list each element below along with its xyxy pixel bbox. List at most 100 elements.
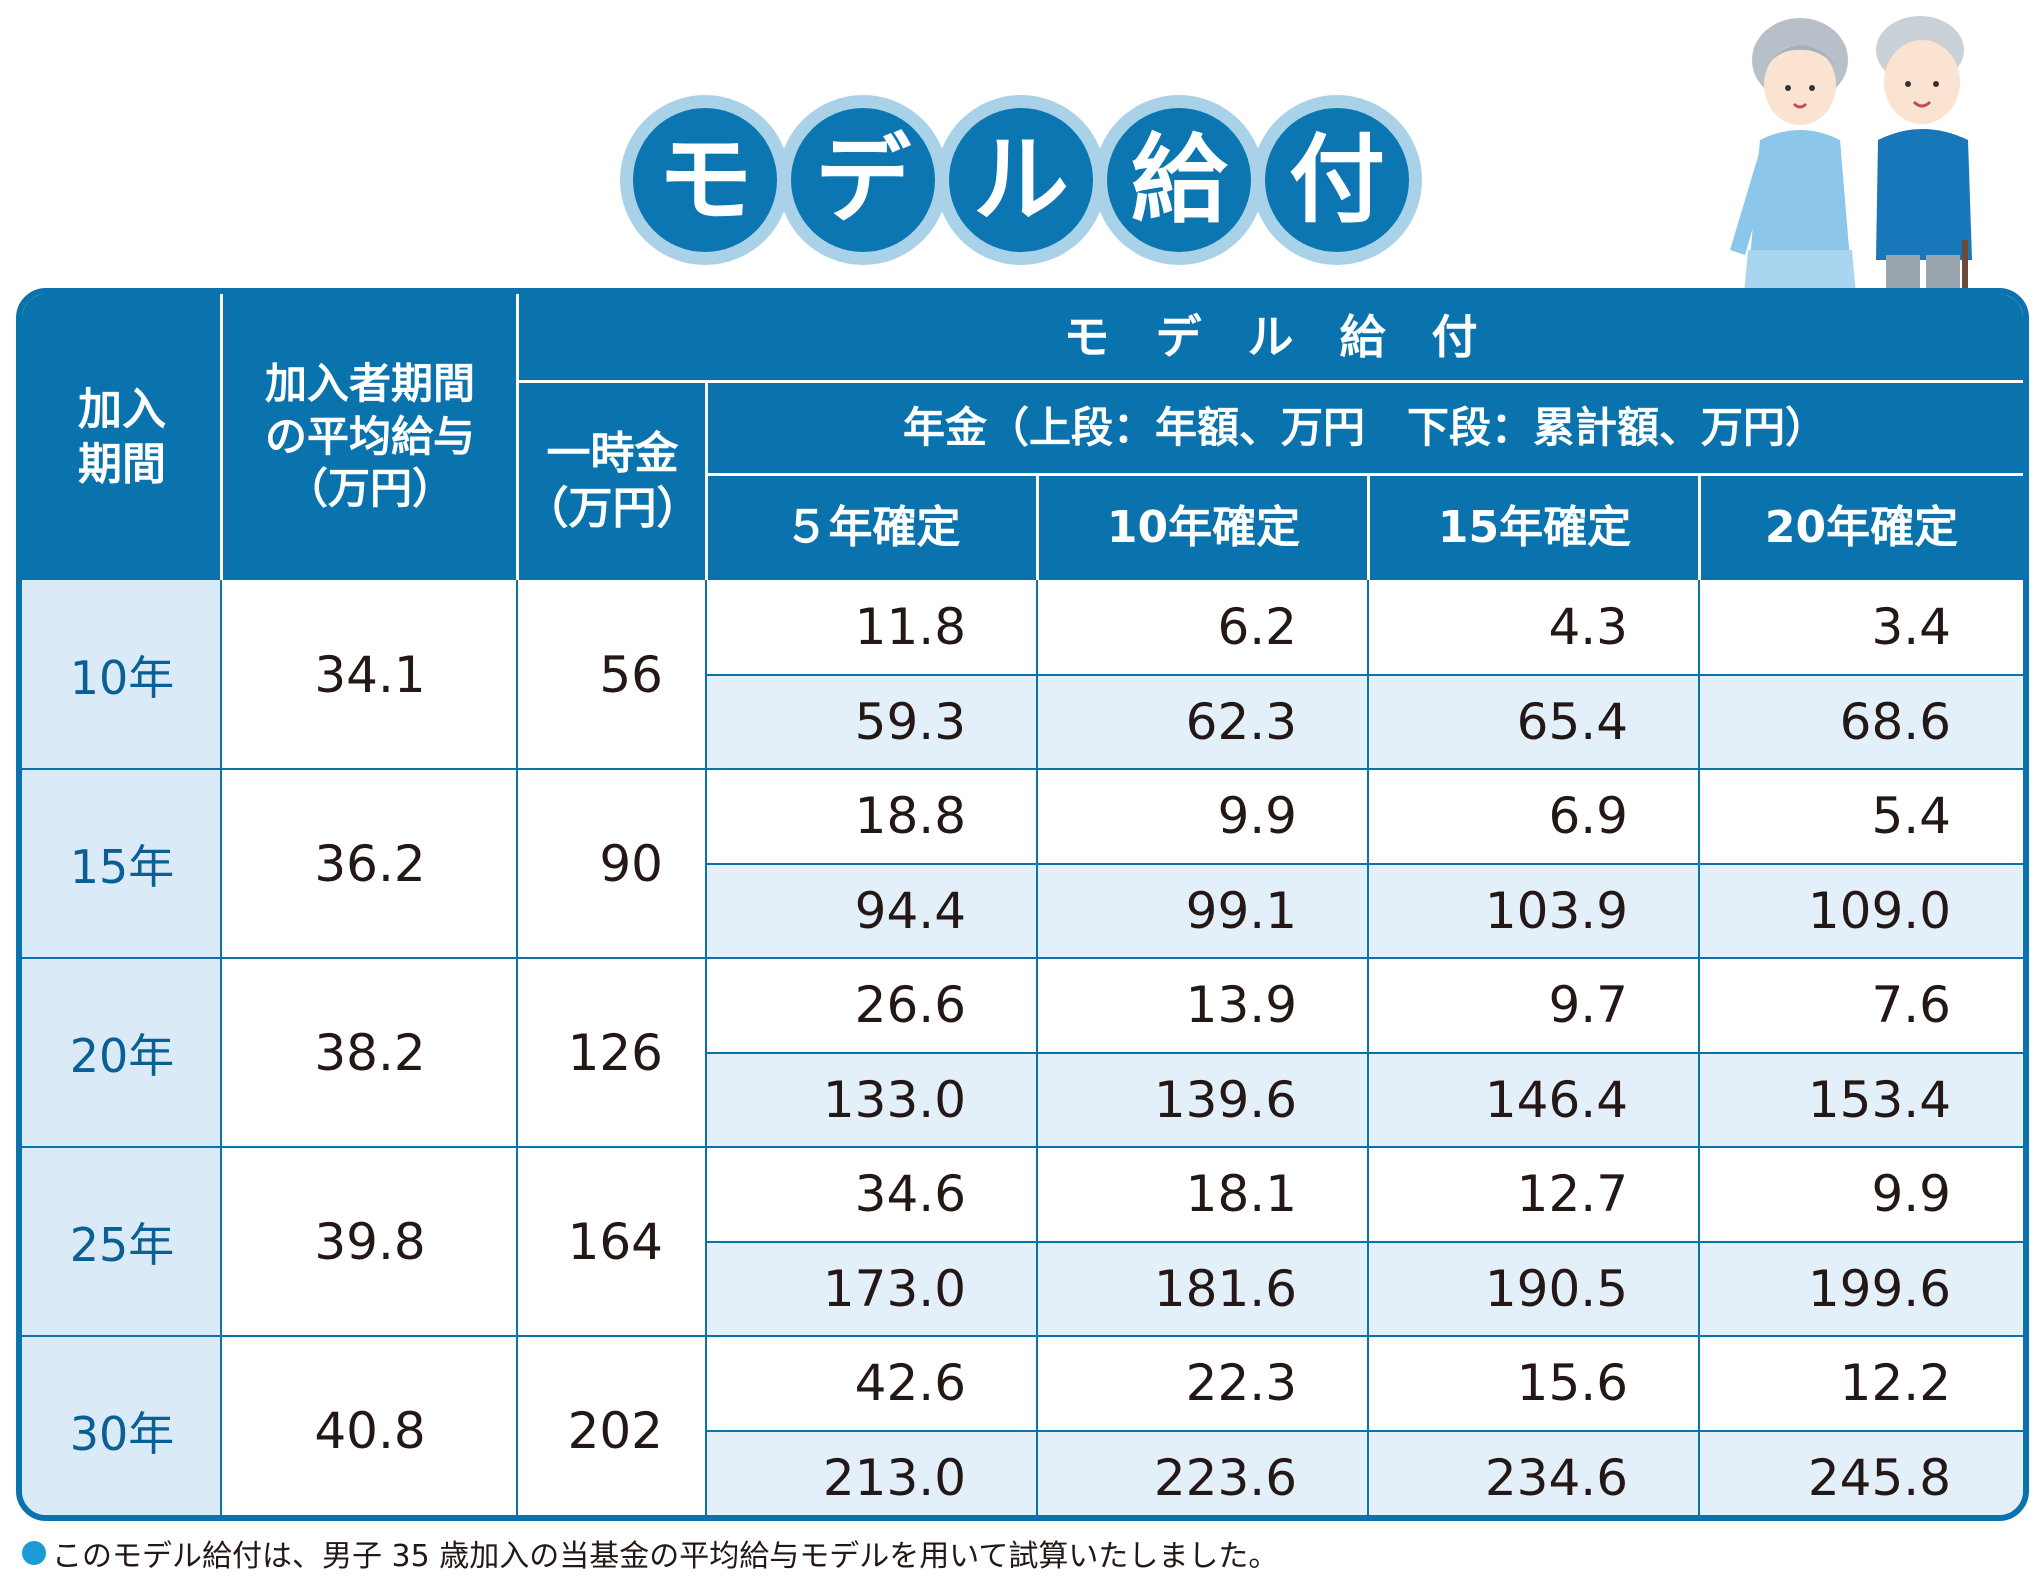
cumulative-amount: 94.4 bbox=[707, 863, 1038, 958]
annual-amount: 7.6 bbox=[1871, 976, 1951, 1035]
column-divider bbox=[1036, 580, 1038, 1515]
row-period: 30年 bbox=[22, 1336, 222, 1515]
row-lump-sum: 202 bbox=[567, 1401, 663, 1460]
annual-amount: 12.7 bbox=[1516, 1165, 1628, 1224]
annual-amount: 9.9 bbox=[1217, 787, 1297, 846]
annual-amount: 34.6 bbox=[854, 1165, 966, 1224]
column-divider bbox=[1367, 580, 1369, 1515]
row-period: 20年 bbox=[22, 958, 222, 1147]
title-char: デ bbox=[791, 108, 935, 252]
title-char: 給 bbox=[1107, 108, 1251, 252]
annual-amount: 18.8 bbox=[854, 787, 966, 846]
cumulative-amount: 190.5 bbox=[1369, 1241, 1700, 1336]
row-salary: 39.8 bbox=[314, 1212, 426, 1271]
annual-amount: 3.4 bbox=[1871, 598, 1951, 657]
header-divider bbox=[705, 382, 708, 580]
header-5yr: ５年確定 bbox=[784, 502, 961, 553]
row-salary: 34.1 bbox=[314, 645, 426, 704]
row-salary: 40.8 bbox=[314, 1401, 426, 1460]
annual-amount: 26.6 bbox=[854, 976, 966, 1035]
cumulative-amount: 133.0 bbox=[707, 1052, 1038, 1147]
row-lump-sum: 126 bbox=[567, 1023, 663, 1082]
row-period: 15年 bbox=[22, 769, 222, 958]
title-badge: モ bbox=[620, 95, 790, 265]
row-divider bbox=[22, 1146, 2023, 1148]
annual-amount: 6.9 bbox=[1548, 787, 1628, 846]
cumulative-amount: 139.6 bbox=[1038, 1052, 1369, 1147]
footnote-text: このモデル給付は、男子 35 歳加入の当基金の平均給与モデルを用いて試算いたしま… bbox=[52, 1539, 1279, 1574]
half-row-divider bbox=[707, 862, 2023, 865]
row-lump-sum: 90 bbox=[599, 834, 663, 893]
title-char: 付 bbox=[1265, 108, 1409, 252]
half-row-divider bbox=[707, 673, 2023, 676]
annual-amount: 15.6 bbox=[1516, 1354, 1628, 1413]
cumulative-amount: 213.0 bbox=[707, 1430, 1038, 1515]
footnote: このモデル給付は、男子 35 歳加入の当基金の平均給与モデルを用いて試算いたしま… bbox=[22, 1531, 1278, 1575]
cumulative-amount: 146.4 bbox=[1369, 1052, 1700, 1147]
title-badge: デ bbox=[778, 95, 948, 265]
header-model-benefit: モ デ ル 給 付 bbox=[1063, 310, 1478, 365]
column-divider bbox=[516, 580, 518, 1515]
model-benefit-table: 加入 期間 加入者期間 の平均給与 （万円） モ デ ル 給 付 一時金 （万円… bbox=[16, 288, 2029, 1521]
cumulative-amount: 65.4 bbox=[1369, 674, 1700, 769]
annual-amount: 22.3 bbox=[1185, 1354, 1297, 1413]
header-10yr: 10年確定 bbox=[1106, 502, 1301, 553]
header-pension: 年金（上段：年額、万円 下段：累計額、万円） bbox=[902, 403, 1827, 453]
annual-amount: 12.2 bbox=[1839, 1354, 1951, 1413]
row-salary: 36.2 bbox=[314, 834, 426, 893]
annual-amount: 42.6 bbox=[854, 1354, 966, 1413]
header-divider bbox=[518, 380, 2023, 383]
column-divider bbox=[220, 580, 222, 1515]
row-lump-sum: 164 bbox=[567, 1212, 663, 1271]
header-divider bbox=[516, 294, 519, 580]
annual-amount: 4.3 bbox=[1548, 598, 1628, 657]
table-header-bg bbox=[22, 294, 2023, 580]
row-period: 25年 bbox=[22, 1147, 222, 1336]
header-divider bbox=[1367, 475, 1370, 580]
title-badge: ル bbox=[936, 95, 1106, 265]
title-char: ル bbox=[949, 108, 1093, 252]
annual-amount: 5.4 bbox=[1871, 787, 1951, 846]
cumulative-amount: 59.3 bbox=[707, 674, 1038, 769]
cumulative-amount: 109.0 bbox=[1700, 863, 2023, 958]
cumulative-amount: 199.6 bbox=[1700, 1241, 2023, 1336]
annual-amount: 6.2 bbox=[1217, 598, 1297, 657]
header-divider bbox=[1698, 475, 1701, 580]
cumulative-amount: 234.6 bbox=[1369, 1430, 1700, 1515]
bullet-dot-icon bbox=[22, 1541, 46, 1565]
row-divider bbox=[22, 768, 2023, 770]
annual-amount: 18.1 bbox=[1185, 1165, 1297, 1224]
row-divider bbox=[22, 1335, 2023, 1337]
header-lump-sum: 一時金 （万円） bbox=[524, 428, 701, 534]
annual-amount: 11.8 bbox=[854, 598, 966, 657]
cumulative-amount: 62.3 bbox=[1038, 674, 1369, 769]
annual-amount: 9.7 bbox=[1548, 976, 1628, 1035]
cumulative-amount: 181.6 bbox=[1038, 1241, 1369, 1336]
header-period: 加入 期間 bbox=[78, 384, 166, 490]
header-20yr: 20年確定 bbox=[1764, 502, 1959, 553]
title-char: モ bbox=[633, 108, 777, 252]
title-badges: モ デ ル 給 付 bbox=[620, 95, 1422, 265]
half-row-divider bbox=[707, 1429, 2023, 1432]
annual-amount: 9.9 bbox=[1871, 1165, 1951, 1224]
half-row-divider bbox=[707, 1240, 2023, 1243]
cumulative-amount: 173.0 bbox=[707, 1241, 1038, 1336]
cumulative-amount: 223.6 bbox=[1038, 1430, 1369, 1515]
title-badge: 給 bbox=[1094, 95, 1264, 265]
column-divider bbox=[1698, 580, 1700, 1515]
cumulative-amount: 245.8 bbox=[1700, 1430, 2023, 1515]
header-divider bbox=[707, 473, 2023, 476]
column-divider bbox=[705, 580, 707, 1515]
header-divider bbox=[220, 294, 223, 580]
annual-amount: 13.9 bbox=[1185, 976, 1297, 1035]
header-divider bbox=[1036, 475, 1039, 580]
cumulative-amount: 153.4 bbox=[1700, 1052, 2023, 1147]
row-salary: 38.2 bbox=[314, 1023, 426, 1082]
header-15yr: 15年確定 bbox=[1437, 502, 1632, 553]
header-salary: 加入者期間 の平均給与 （万円） bbox=[264, 359, 475, 514]
title-badge: 付 bbox=[1252, 95, 1422, 265]
row-divider bbox=[22, 957, 2023, 959]
cumulative-amount: 68.6 bbox=[1700, 674, 2023, 769]
row-lump-sum: 56 bbox=[599, 645, 663, 704]
half-row-divider bbox=[707, 1051, 2023, 1054]
